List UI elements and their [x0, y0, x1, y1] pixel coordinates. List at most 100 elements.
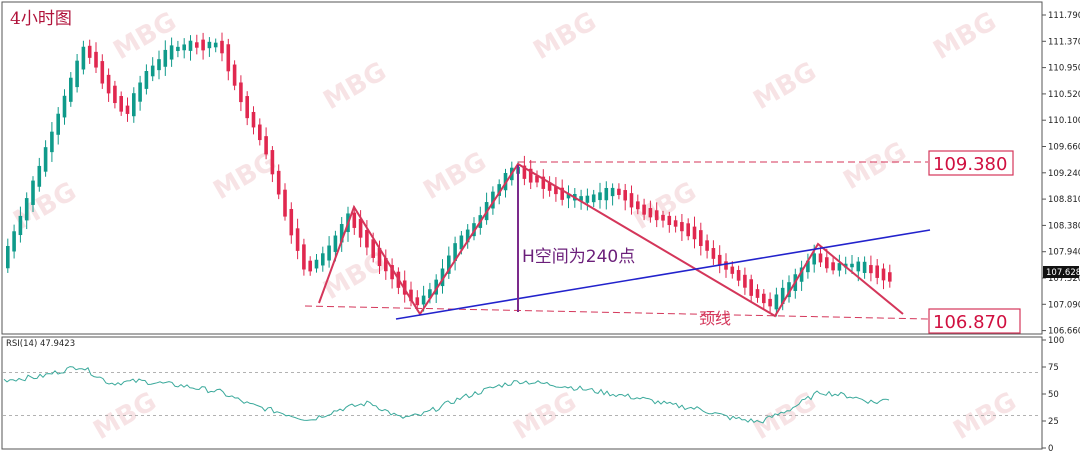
- candle-body: [692, 226, 697, 240]
- candle-body: [352, 212, 357, 228]
- candle-body: [717, 254, 722, 266]
- candle-body: [686, 223, 690, 237]
- candle-body: [125, 105, 130, 114]
- rsi-label: RSI(14) 47.9423: [6, 339, 75, 349]
- price-tick-label: 107.940: [1048, 248, 1080, 258]
- candle-body: [308, 260, 312, 272]
- candle-body: [768, 298, 772, 307]
- candle-body: [636, 201, 640, 210]
- candle-body: [333, 235, 338, 252]
- candle-body: [862, 261, 867, 273]
- price-tick-label: 107.090: [1048, 300, 1080, 310]
- candle-body: [434, 279, 438, 295]
- candle-body: [182, 44, 186, 51]
- candle-body: [207, 41, 212, 49]
- candle-body: [264, 136, 268, 155]
- rsi-tick-label: 100: [1048, 336, 1064, 346]
- candle-body: [62, 95, 67, 118]
- candle-body: [176, 46, 180, 52]
- candle-body: [295, 228, 300, 251]
- candle-body: [144, 71, 149, 89]
- candle-body: [869, 265, 873, 274]
- candle-body: [24, 198, 29, 221]
- candle-body: [270, 150, 275, 175]
- candle-body: [604, 187, 609, 201]
- candle-body: [195, 42, 199, 48]
- candle-body: [69, 77, 73, 102]
- candle-body: [554, 186, 558, 195]
- current-price-box: [1043, 266, 1079, 278]
- candle-body: [119, 96, 123, 112]
- candle-body: [390, 265, 394, 280]
- candle-body: [699, 230, 703, 246]
- candle-body: [339, 224, 344, 243]
- candle-body: [447, 255, 451, 274]
- candle-body: [654, 210, 659, 221]
- candle-body: [459, 235, 464, 250]
- candle-body: [579, 196, 583, 201]
- current-price-label: 107.628: [1046, 268, 1080, 278]
- candle-body: [629, 193, 634, 208]
- price-tick-label: 106.660: [1048, 327, 1080, 337]
- price-tick-label: 111.370: [1048, 37, 1080, 47]
- candle-body: [522, 165, 527, 179]
- price-tick-label: 108.380: [1048, 221, 1080, 231]
- watermark-text: MBG: [209, 147, 282, 206]
- candle-body: [736, 270, 741, 281]
- main-panel-frame: [1, 1, 1043, 335]
- candle-body: [157, 59, 161, 71]
- watermark-text: MBG: [419, 147, 492, 206]
- price-tick-label: 111.790: [1048, 11, 1080, 21]
- neck-price-box: [928, 308, 1021, 334]
- neck-price-label: 106.870: [933, 312, 1007, 333]
- candle-body: [541, 176, 546, 189]
- candle-body: [585, 195, 590, 203]
- chart-title: 4小时图: [10, 9, 72, 29]
- rsi-line: [3, 366, 890, 424]
- candle-body: [806, 260, 810, 273]
- price-axis: 111.790 111.370 110.950 110.520 110.100 109.6…: [1042, 11, 1080, 337]
- candle-body: [106, 74, 111, 94]
- candle-body: [774, 294, 779, 310]
- watermark-text: MBG: [319, 57, 392, 116]
- candle-body: [535, 175, 539, 183]
- candle-body: [598, 192, 602, 201]
- candle-body: [138, 82, 142, 102]
- candle-body: [711, 248, 716, 259]
- candle-body: [226, 44, 231, 72]
- candle-body: [623, 190, 627, 201]
- candle-body: [258, 124, 262, 141]
- candle-body: [661, 214, 665, 221]
- top-price-label: 109.380: [933, 154, 1007, 175]
- candle-body: [239, 82, 243, 103]
- watermark-text: MBG: [949, 387, 1022, 446]
- candle-body: [673, 220, 678, 227]
- price-tick-label: 109.240: [1048, 169, 1080, 179]
- candle-body: [12, 231, 16, 252]
- candle-body: [87, 45, 92, 58]
- candle-body: [837, 263, 842, 271]
- pattern-zigzag: [318, 162, 904, 318]
- candle-body: [780, 287, 785, 305]
- watermark-text: MBG: [749, 57, 822, 116]
- candle-body: [251, 111, 256, 128]
- price-tick-label: 110.100: [1048, 116, 1080, 126]
- candle-body: [220, 40, 224, 54]
- candle-body: [566, 193, 571, 199]
- candle-body: [18, 215, 23, 236]
- candle-body: [371, 239, 375, 258]
- watermark-text: MBG: [749, 387, 822, 446]
- candle-body: [150, 65, 155, 77]
- candle-body: [825, 257, 829, 269]
- candle-body: [213, 42, 218, 48]
- rsi-tick-label: 75: [1048, 363, 1059, 373]
- candle-body: [667, 215, 672, 226]
- candle-body: [163, 49, 168, 67]
- candle-body: [749, 279, 753, 296]
- candle-body: [705, 240, 709, 251]
- candle-body: [100, 61, 105, 84]
- candle-body: [6, 245, 10, 269]
- candle-body: [755, 289, 760, 298]
- candle-body: [617, 188, 621, 195]
